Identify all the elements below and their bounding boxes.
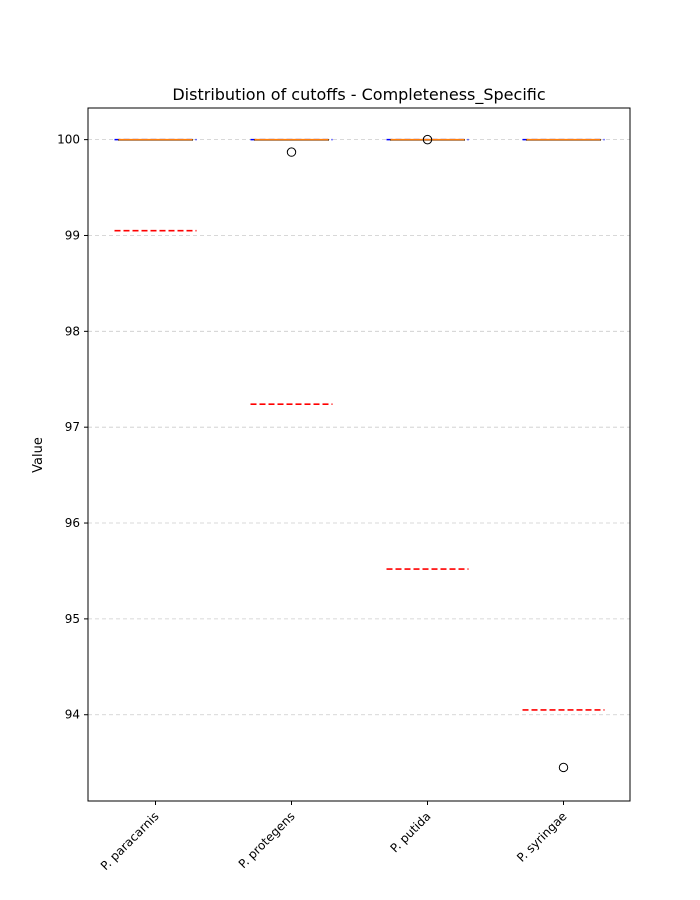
x-tick-label: P. putida (387, 809, 433, 855)
y-axis-label: Value (31, 437, 46, 473)
y-tick-label: 96 (65, 516, 80, 530)
box-group (250, 138, 333, 405)
plot-frame (87, 107, 631, 802)
y-tick-label: 97 (65, 420, 80, 434)
y-tick-label: 100 (57, 133, 80, 147)
grid-lines (88, 139, 630, 716)
outlier-point (286, 147, 297, 157)
y-tick-label: 95 (65, 612, 80, 626)
outlier-point (558, 762, 569, 773)
y-tick-label: 98 (65, 324, 80, 338)
box-group (522, 138, 605, 773)
y-tick-label: 94 (65, 708, 80, 722)
chart-title: Distribution of cutoffs - Completeness_S… (172, 85, 545, 105)
outlier-point (422, 134, 433, 145)
y-axis: 94 95 96 97 98 99 100 (57, 133, 88, 722)
y-tick-label: 99 (65, 228, 80, 242)
x-axis: P. paracarnis P. protegens P. putida P. syr… (98, 801, 570, 873)
x-tick-label: P. syringae (514, 809, 570, 865)
plot-marks (114, 134, 605, 773)
box-group (386, 134, 469, 570)
box-group (114, 138, 197, 232)
x-tick-label: P. protegens (236, 809, 298, 871)
x-tick-label: P. paracarnis (98, 809, 162, 873)
